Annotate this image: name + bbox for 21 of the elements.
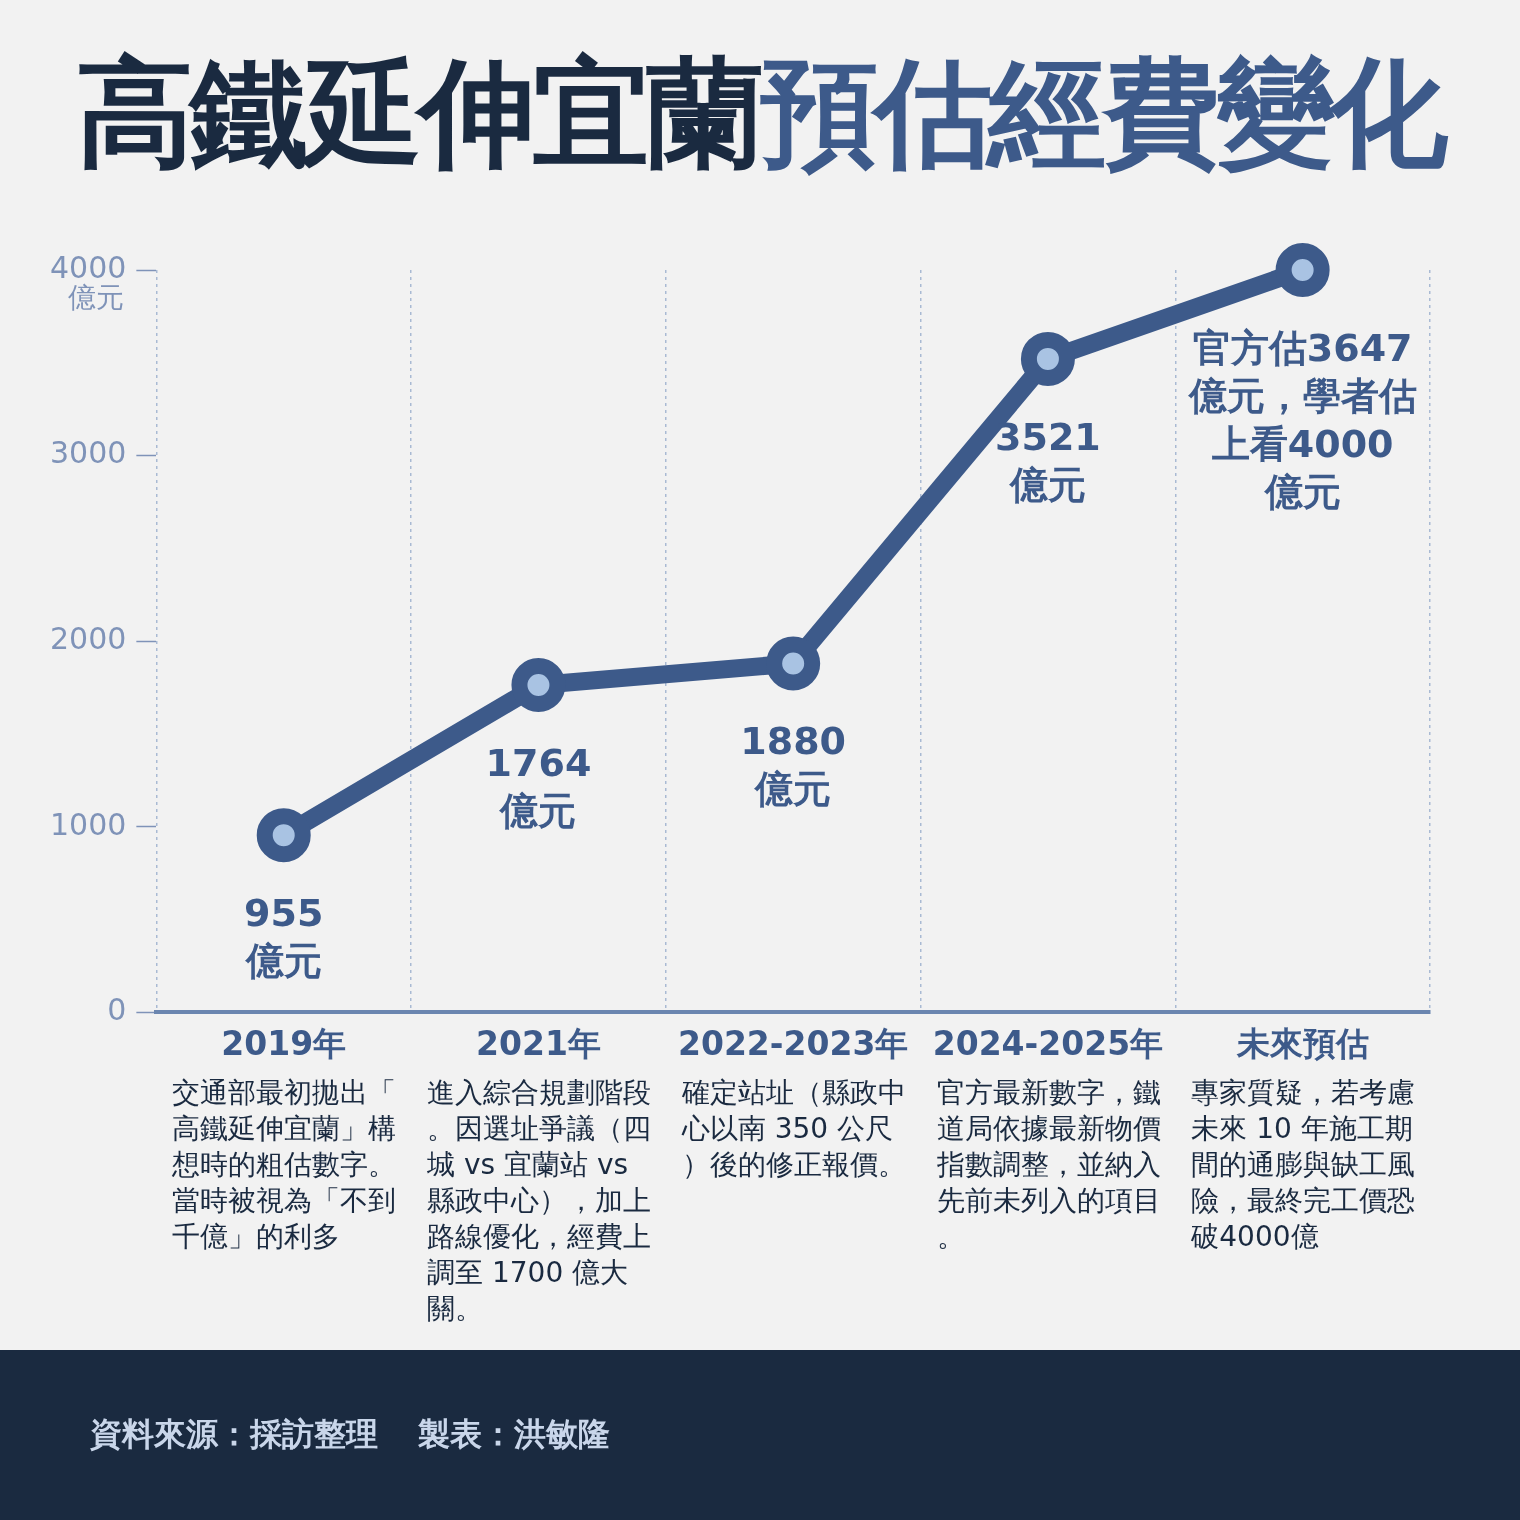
data-label: 1764億元	[485, 740, 592, 833]
x-tick-label: 2022-2023年	[677, 1023, 909, 1063]
x-tick-label: 未來預估	[1235, 1023, 1369, 1063]
text: 製表：洪敏隆	[418, 1414, 610, 1455]
data-label: 3521億元	[995, 414, 1101, 507]
x-tick-label: 2024-2025年	[932, 1023, 1164, 1063]
text: 官方最新數字，鐵道局依據最新物價指數調整，並納入先前未列入的項目。	[935, 1075, 1161, 1253]
data-label: 官方估3647億元，學者估上看4000億元	[1186, 325, 1417, 514]
y-tick-label: 1000	[49, 806, 127, 842]
text: 進入綜合規劃階段。因選址爭議（四城 vs 宜蘭站 vs 縣政中心），加上路線優化，經費上調至 1700 億大關。	[426, 1075, 652, 1325]
source-note: 資料來源：採訪整理	[90, 1414, 378, 1455]
y-tick-label: 0	[107, 992, 127, 1028]
text: 確定站址（縣政中心以南 350 公尺）後的修正報價。	[680, 1075, 906, 1181]
data-label: 955億元	[243, 891, 324, 984]
data-label: 1880億元	[740, 719, 847, 812]
text: 交通部最初拋出「高鐵延伸宜蘭」構想時的粗估數字。當時被視為「不到千億」的利多	[171, 1075, 397, 1253]
x-tick-label: 2019年	[221, 1023, 347, 1063]
x-tick-label: 2021年	[476, 1023, 601, 1063]
y-tick-label: 3000	[49, 435, 127, 471]
text: 專家質疑，若考慮未來 10 年施工期間的通膨與缺工風險，最終完工價恐破4000億	[1190, 1075, 1416, 1253]
y-tick-label: 2000	[49, 621, 127, 656]
